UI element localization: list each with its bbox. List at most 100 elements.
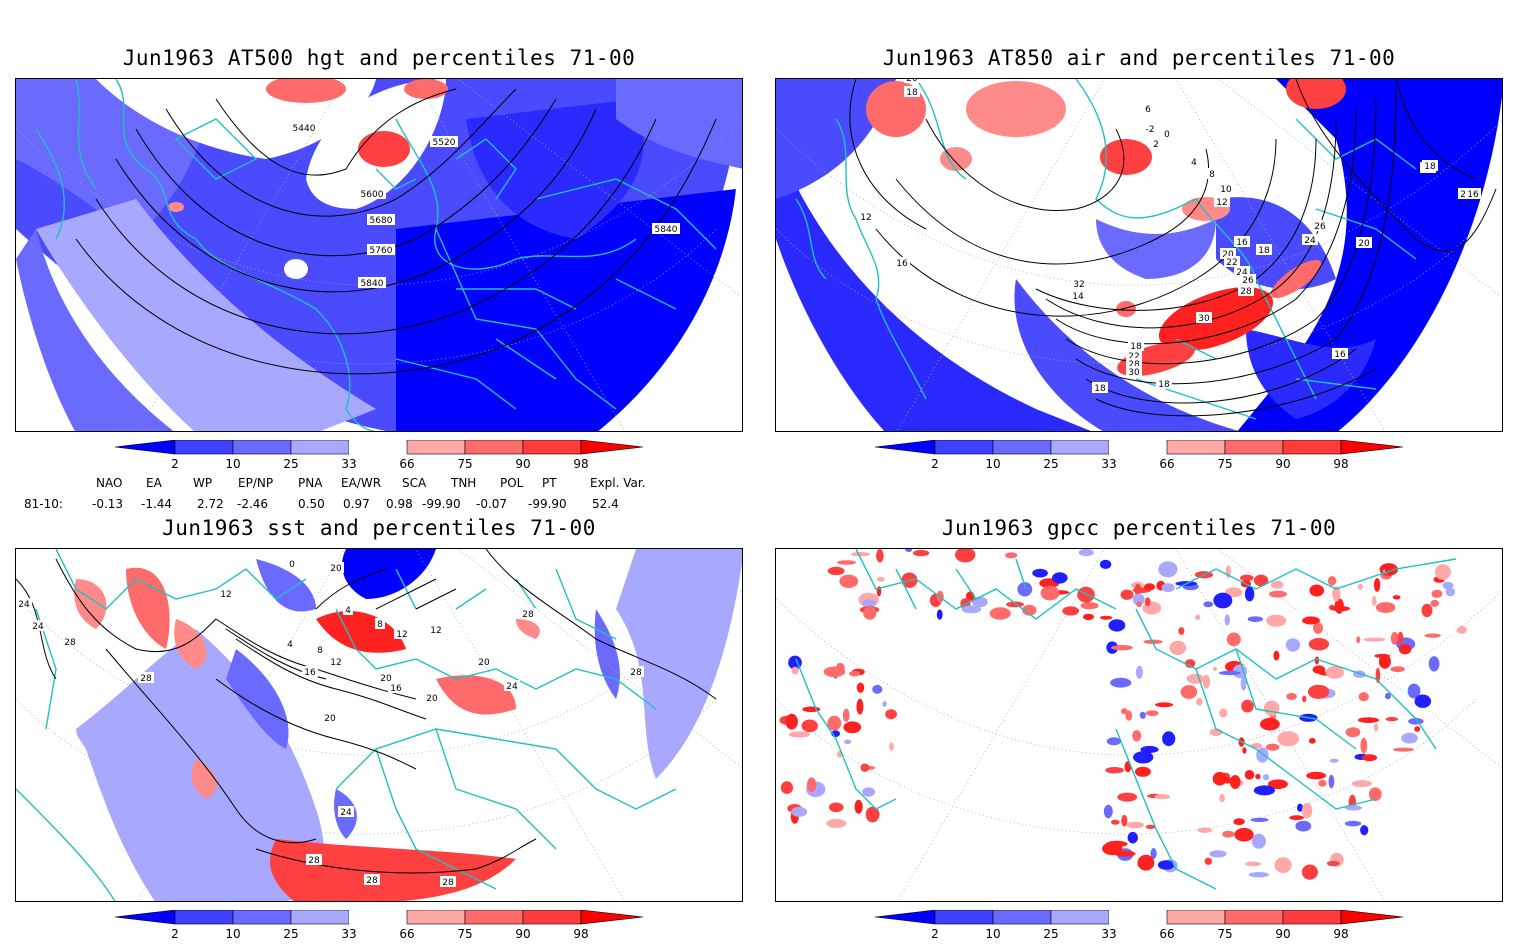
idx-val-ea: -1.44 bbox=[141, 497, 173, 511]
contour-label: 8 bbox=[377, 620, 383, 630]
colorbar-tick-label: 98 bbox=[573, 927, 589, 941]
map-panel-gpcc bbox=[775, 548, 1503, 902]
contour-label: 4 bbox=[345, 606, 351, 616]
contour-label: 5840 bbox=[361, 279, 384, 289]
contour-label: 12 bbox=[430, 626, 441, 636]
contour-label-bg bbox=[138, 672, 154, 683]
contour-label: 20 bbox=[1358, 239, 1370, 249]
colorbar-segment bbox=[1282, 910, 1342, 925]
contour-label-bg bbox=[858, 211, 874, 222]
colorbar-tick-label: 10 bbox=[985, 927, 1001, 941]
idx-header-eawr: EA/WR bbox=[341, 476, 382, 490]
colorbar-tick-label: 33 bbox=[1101, 927, 1117, 941]
contour-label: 28 bbox=[1128, 360, 1140, 370]
colorbar-arrow-right bbox=[580, 910, 643, 925]
contour-label-bg bbox=[1196, 312, 1212, 323]
idx-val-tnh: -99.90 bbox=[422, 497, 461, 511]
contour-label-bg bbox=[440, 876, 456, 887]
contour-label-bg bbox=[904, 86, 920, 97]
contour-label-bg bbox=[1422, 160, 1438, 171]
contour-label-bg bbox=[367, 244, 395, 255]
colorbar-tick-label: 10 bbox=[225, 457, 241, 471]
contour-label: 4 bbox=[1191, 158, 1197, 168]
colorbar-tick-label: 2 bbox=[931, 457, 939, 471]
contour-label: 18 bbox=[906, 88, 918, 98]
idx-header-tnh: TNH bbox=[451, 476, 477, 490]
colorbar-segment bbox=[232, 440, 292, 455]
contour-label: 6 bbox=[1145, 105, 1151, 115]
contour-label: 12 bbox=[1216, 198, 1227, 208]
contour-label: 28 bbox=[366, 876, 378, 886]
colorbar-segment bbox=[1109, 910, 1167, 924]
idx-header-epnp: EP/NP bbox=[238, 476, 274, 490]
panel-title-4: Jun1963 gpcc percentiles 71-00 bbox=[941, 516, 1337, 540]
contour-label-bg bbox=[476, 656, 492, 667]
colorbar-svg bbox=[875, 910, 1403, 925]
contour-label: 24 bbox=[506, 682, 518, 692]
colorbar-segment bbox=[1050, 440, 1110, 455]
colorbar-segment bbox=[464, 910, 524, 925]
colorbar-segment bbox=[464, 440, 524, 455]
colorbar-tick-label: 90 bbox=[515, 457, 531, 471]
colorbar-tick-label: 98 bbox=[1333, 457, 1349, 471]
colorbar-bottom-left: 2 10 25 33 66 75 90 98 bbox=[115, 910, 643, 950]
contour-label-bg bbox=[424, 692, 440, 703]
contour-label-bg bbox=[1240, 274, 1256, 285]
contour-label-bg bbox=[1207, 168, 1217, 179]
colorbar-segment bbox=[406, 440, 466, 455]
colorbar-segment bbox=[232, 910, 292, 925]
contour-label: 26 bbox=[1242, 276, 1254, 286]
contour-label: 12 bbox=[860, 213, 871, 223]
contour-label-bg bbox=[504, 680, 520, 691]
contour-label-bg bbox=[1070, 290, 1086, 301]
colorbar-tick-label: 25 bbox=[283, 927, 299, 941]
contour-label-bg bbox=[287, 558, 297, 569]
colorbar-segment bbox=[406, 910, 466, 925]
contour-label: 24 bbox=[32, 622, 44, 632]
contour-label-bg bbox=[1332, 348, 1348, 359]
colorbar-arrow-left bbox=[875, 910, 936, 925]
colorbar-segment bbox=[174, 440, 234, 455]
contour-label: 16 bbox=[896, 259, 908, 269]
contour-label-bg bbox=[1214, 196, 1230, 207]
colorbar-svg bbox=[875, 440, 1403, 455]
contour-label-bg bbox=[378, 672, 394, 683]
colorbar-tick-label: 66 bbox=[1159, 927, 1175, 941]
idx-header-nao: NAO bbox=[96, 476, 123, 490]
contour-label: 18 bbox=[1130, 342, 1142, 352]
colorbar-arrow-left bbox=[115, 440, 176, 455]
contour-label: 28 bbox=[140, 674, 152, 684]
idx-header-sca: SCA bbox=[402, 476, 427, 490]
colorbar-segment bbox=[934, 440, 994, 455]
contour-label-bg bbox=[338, 806, 354, 817]
colorbar-arrow-right bbox=[1340, 440, 1403, 455]
contour-label-bg bbox=[367, 214, 395, 225]
colorbar-tick-label: 25 bbox=[283, 457, 299, 471]
colorbar-segment bbox=[1109, 440, 1167, 454]
idx-val-explvar: 52.4 bbox=[592, 497, 619, 511]
contour-label-bg bbox=[306, 854, 322, 865]
idx-header-ea: EA bbox=[146, 476, 162, 490]
colorbar-segment bbox=[174, 910, 234, 925]
colorbar-arrow-right bbox=[580, 440, 643, 455]
contour-label: 28 bbox=[442, 878, 454, 888]
colorbar-top-left: 2 10 25 33 66 75 90 98 bbox=[115, 440, 643, 480]
contour-label: 5680 bbox=[370, 216, 393, 226]
colorbar-tick-label: 75 bbox=[1217, 927, 1233, 941]
contour-label-bg bbox=[1220, 248, 1236, 259]
idx-header-wp: WP bbox=[193, 476, 213, 490]
contour-label-bg bbox=[1156, 378, 1172, 389]
contour-label: 20 bbox=[478, 658, 490, 668]
colorbar-segment bbox=[349, 440, 407, 454]
contour-label-bg bbox=[1238, 285, 1254, 296]
contour-label-bg bbox=[1162, 128, 1172, 139]
contour-label-bg bbox=[218, 588, 234, 599]
idx-val-wp: 2.72 bbox=[197, 497, 224, 511]
colorbar-svg bbox=[115, 440, 643, 455]
contour-label: 28 bbox=[522, 610, 534, 620]
contour-label-bg bbox=[1218, 183, 1234, 194]
colorbar-tick-label: 25 bbox=[1043, 927, 1059, 941]
